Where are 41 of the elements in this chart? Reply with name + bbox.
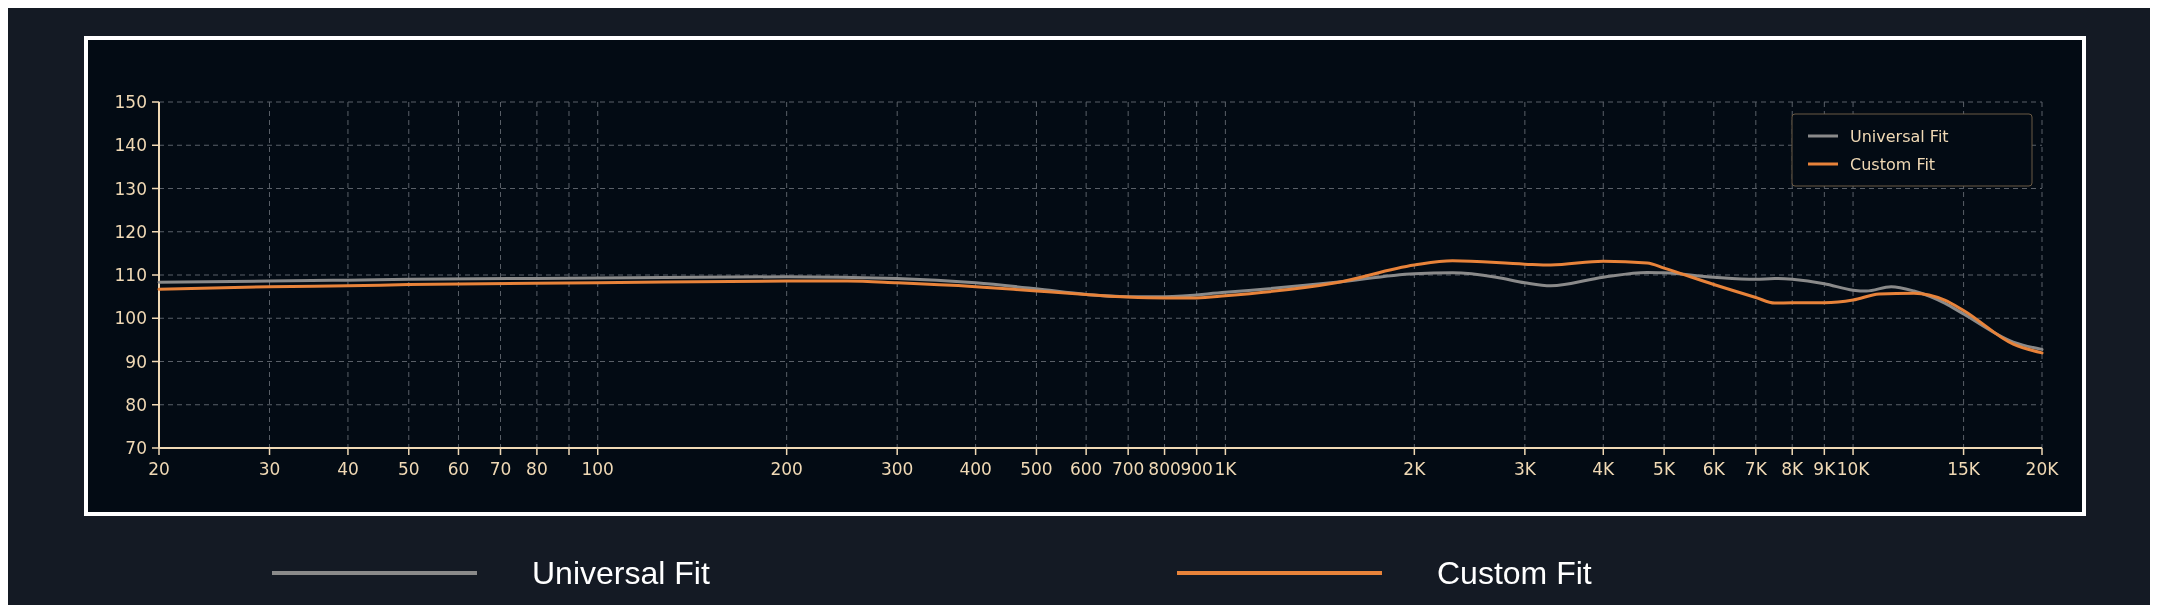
x-tick-label: 700 <box>1111 459 1145 479</box>
y-tick-label: 90 <box>125 351 147 372</box>
x-tick-label: 6K <box>1702 459 1726 479</box>
x-tick-label: 70 <box>489 459 512 479</box>
x-tick-label: 800 <box>1148 459 1181 479</box>
y-tick-label: 120 <box>114 221 147 242</box>
y-tick-label: 150 <box>114 92 147 112</box>
y-tick-label: 80 <box>125 394 147 415</box>
legend-label: Universal Fit <box>1850 127 1949 146</box>
x-tick-label: 200 <box>770 459 803 479</box>
x-tick-label: 80 <box>526 459 548 479</box>
x-tick-label: 8K <box>1781 459 1805 479</box>
x-tick-label: 30 <box>258 459 281 479</box>
x-tick-label: 1K <box>1214 459 1238 479</box>
x-tick-label: 2K <box>1403 459 1427 479</box>
x-tick-label: 20 <box>148 459 170 479</box>
x-tick-label: 7K <box>1744 459 1768 479</box>
x-tick-label: 400 <box>959 459 992 479</box>
y-tick-label: 130 <box>114 178 147 199</box>
x-tick-label: 60 <box>447 459 470 479</box>
x-tick-label: 50 <box>397 459 420 479</box>
y-tick-label: 140 <box>114 135 147 156</box>
y-tick-label: 70 <box>125 438 147 458</box>
x-tick-label: 600 <box>1069 459 1103 479</box>
x-tick-label: 20K <box>2025 459 2060 479</box>
x-tick-label: 4K <box>1592 459 1616 479</box>
x-tick-label: 15K <box>1947 459 1981 479</box>
text: Custom Fit <box>1437 555 1592 591</box>
x-tick-label: 3K <box>1513 459 1537 479</box>
y-tick-label: 110 <box>114 265 147 285</box>
y-tick-label: 100 <box>114 308 147 329</box>
x-tick-label: 5K <box>1653 459 1676 479</box>
x-tick-label: 40 <box>337 459 359 479</box>
x-tick-label: 900 <box>1180 459 1213 479</box>
x-tick-label: 100 <box>581 459 614 479</box>
legend-label: Custom Fit <box>1850 155 1936 174</box>
x-tick-label: 300 <box>880 459 914 479</box>
x-tick-label: 9K <box>1813 459 1837 479</box>
x-tick-label: 500 <box>1020 459 1053 479</box>
x-tick-label: 10K <box>1836 459 1871 479</box>
text: Universal Fit <box>532 555 710 591</box>
